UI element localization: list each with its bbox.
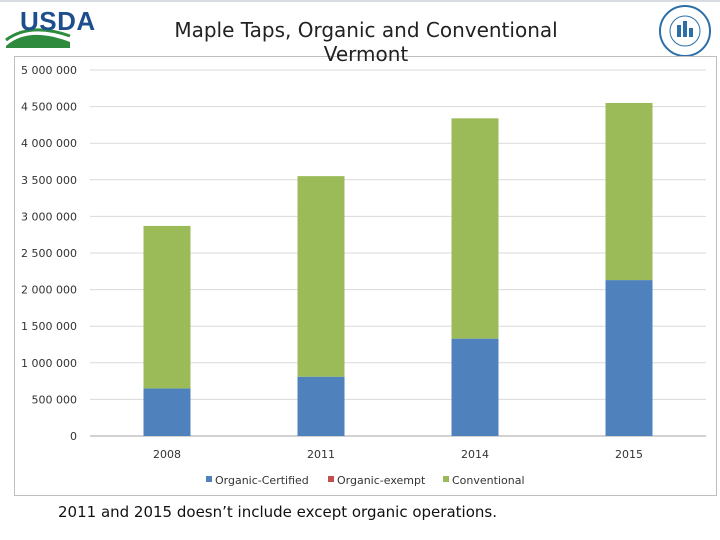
y-tick-label: 1 000 000: [21, 357, 77, 370]
usda-logo: [5, 28, 71, 48]
bar-organic-certified-2014: [451, 338, 499, 436]
legend-swatch: [206, 476, 212, 482]
legend-swatch: [443, 476, 449, 482]
legend-label: Conventional: [452, 474, 525, 487]
bar-conventional-2014: [451, 118, 499, 339]
usda-logo-text: USDA: [20, 6, 96, 36]
y-tick-label: 2 500 000: [21, 247, 77, 260]
chart-title: Maple Taps, Organic and Conventional Ver…: [174, 18, 558, 66]
y-axis: 0 500 000 1 000 000 1 500 000 2 000 000 2 500…: [21, 64, 706, 443]
x-tick-label: 2014: [461, 448, 489, 461]
x-tick-label: 2015: [615, 448, 643, 461]
bar-organic-certified-2011: [297, 376, 345, 436]
chart-frame: [14, 56, 717, 496]
footnote: 2011 and 2015 doesn’t include except org…: [58, 503, 497, 521]
y-tick-label: 4 500 000: [21, 101, 77, 114]
legend-label: Organic-exempt: [337, 474, 426, 487]
x-axis: 2008 2011 2014 2015: [153, 448, 643, 461]
y-tick-label: 3 000 000: [21, 210, 77, 223]
top-rule: [0, 0, 720, 2]
legend-label: Organic-Certified: [215, 474, 309, 487]
bar-conventional-2011: [297, 176, 345, 377]
y-tick-label: 2 000 000: [21, 284, 77, 297]
y-tick-label: 500 000: [32, 393, 78, 406]
y-tick-label: 3 500 000: [21, 174, 77, 187]
bar-organic-certified-2008: [143, 388, 191, 436]
y-tick-label: 0: [70, 430, 77, 443]
legend: Organic-Certified Organic-exempt Conventio…: [206, 474, 525, 487]
bar-conventional-2008: [143, 225, 191, 389]
bar-organic-certified-2015: [605, 280, 653, 436]
bars: [143, 102, 653, 436]
legend-swatch: [328, 476, 334, 482]
x-tick-label: 2011: [307, 448, 335, 461]
y-tick-label: 5 000 000: [21, 64, 77, 77]
stacked-bar-chart: 0 500 000 1 000 000 1 500 000 2 000 000 2 500…: [21, 64, 706, 487]
y-tick-label: 1 500 000: [21, 320, 77, 333]
bar-conventional-2015: [605, 102, 653, 281]
x-tick-label: 2008: [153, 448, 181, 461]
y-tick-label: 4 000 000: [21, 137, 77, 150]
